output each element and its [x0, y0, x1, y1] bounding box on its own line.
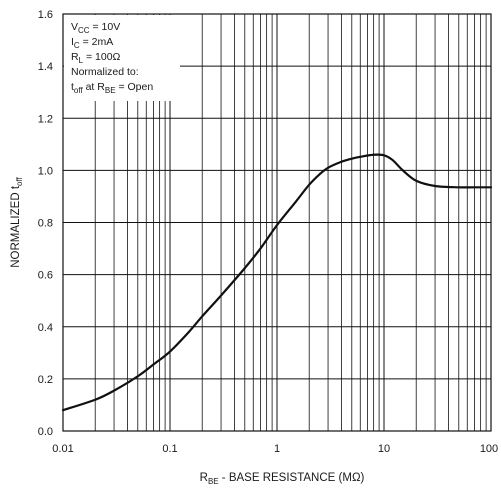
y-tick-label: 1.6 [38, 9, 53, 21]
x-tick-label: 10 [378, 443, 390, 455]
annotation-line: Normalized to: [71, 66, 139, 78]
y-tick-label: 0.4 [38, 322, 53, 334]
y-axis-label: NORMALIZED toff [10, 176, 24, 267]
y-tick-label: 0.0 [38, 426, 53, 438]
x-tick-labels: 0.01 0.1 1 10 100 [52, 443, 498, 455]
y-tick-label: 1.4 [38, 61, 53, 73]
x-tick-label: 100 [480, 443, 498, 455]
data-line [61, 153, 493, 412]
annotation-box [64, 15, 180, 101]
x-tick-label: 0.01 [52, 443, 73, 455]
annotation-line: RL = 100Ω [71, 51, 121, 65]
x-tick-label: 1 [274, 443, 280, 455]
y-tick-label: 0.6 [38, 270, 53, 282]
x-tick-label: 0.1 [162, 443, 177, 455]
y-tick-labels: 0.0 0.2 0.4 0.6 0.8 1.0 1.2 1.4 1.6 [38, 9, 53, 438]
y-tick-label: 0.2 [38, 374, 53, 386]
annotation-line: toff at RBE = Open [71, 81, 153, 95]
annotation-line: IC = 2mA [71, 36, 113, 50]
annotation-line: VCC = 10V [71, 21, 120, 35]
x-axis-label: RBE - BASE RESISTANCE (MΩ) [200, 472, 365, 486]
y-tick-label: 0.8 [38, 218, 53, 230]
plot-frame [62, 13, 492, 432]
y-tick-label: 1.2 [38, 113, 53, 125]
y-tick-label: 1.0 [38, 165, 53, 177]
